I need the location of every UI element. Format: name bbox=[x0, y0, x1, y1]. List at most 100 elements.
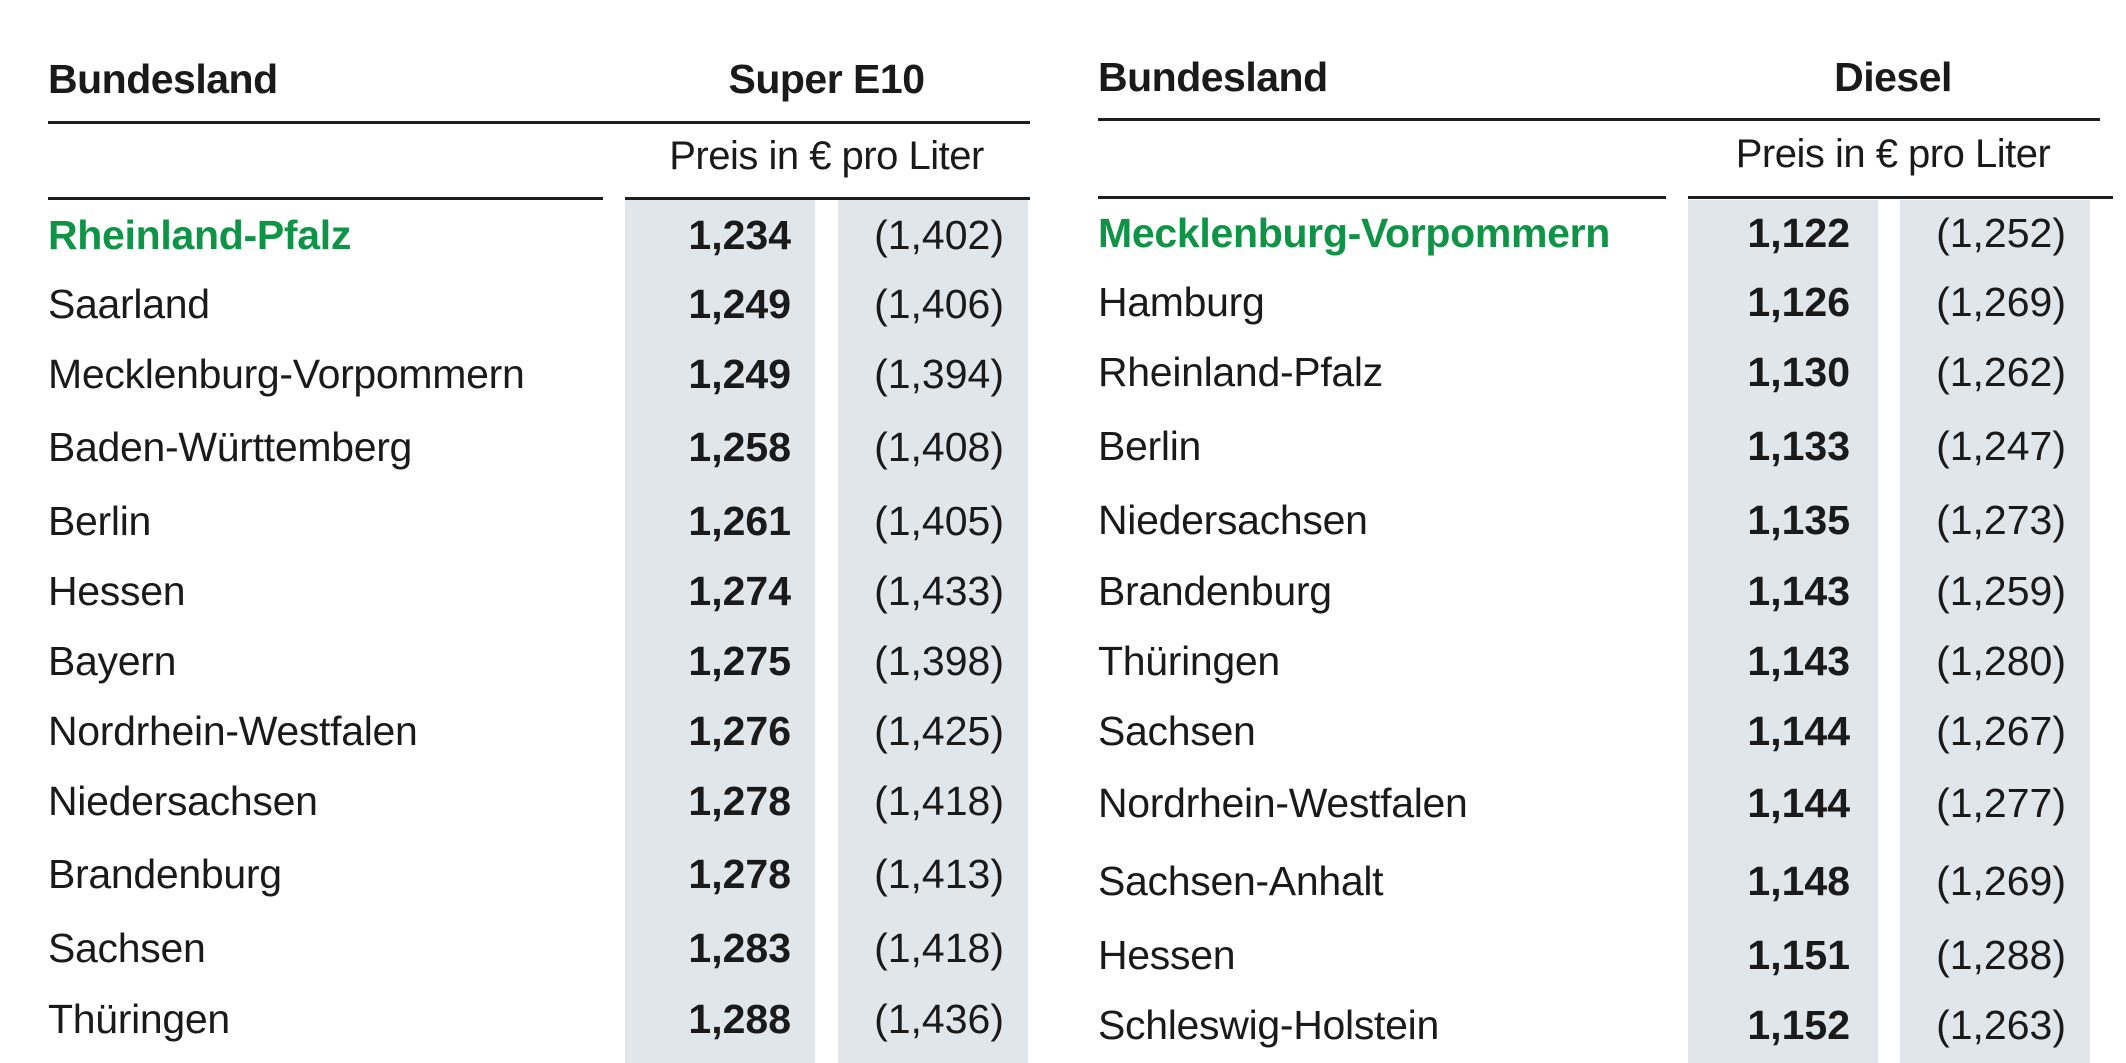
row-price: 1,261 bbox=[688, 498, 791, 544]
row-previous-price: (1,402) bbox=[874, 212, 1004, 258]
table-row: Nordrhein-Westfalen 1,144 (1,277) bbox=[1098, 773, 2126, 833]
table-row: Nordrhein-Westfalen 1,276 (1,425) bbox=[48, 701, 1038, 761]
row-bundesland: Baden-Württemberg bbox=[48, 424, 413, 470]
header-divider bbox=[48, 121, 1030, 124]
column-subheader-unit: Preis in € pro Liter bbox=[1735, 132, 2051, 176]
table-row: Sachsen-Anhalt 1,148 (1,269) bbox=[1098, 851, 2126, 911]
table-row: Thüringen 1,143 (1,280) bbox=[1098, 631, 2126, 691]
row-previous-price: (1,247) bbox=[1936, 423, 2066, 469]
table-row: Rheinland-Pfalz 1,234 (1,402) bbox=[48, 205, 1038, 265]
row-price: 1,275 bbox=[688, 638, 791, 684]
row-bundesland: Saarland bbox=[48, 281, 210, 327]
row-previous-price: (1,288) bbox=[1936, 932, 2066, 978]
row-bundesland: Niedersachsen bbox=[1098, 497, 1368, 543]
row-bundesland: Niedersachsen bbox=[48, 778, 318, 824]
row-previous-price: (1,273) bbox=[1936, 497, 2066, 543]
row-price: 1,144 bbox=[1747, 780, 1850, 826]
row-previous-price: (1,280) bbox=[1936, 638, 2066, 684]
row-bundesland: Mecklenburg-Vorpommern bbox=[48, 351, 525, 397]
table-row: Berlin 1,261 (1,405) bbox=[48, 491, 1038, 551]
row-bundesland: Brandenburg bbox=[1098, 568, 1332, 614]
row-previous-price: (1,263) bbox=[1936, 1002, 2066, 1048]
row-price: 1,249 bbox=[688, 351, 791, 397]
table-row: Bayern 1,275 (1,398) bbox=[48, 631, 1038, 691]
row-bundesland: Sachsen bbox=[1098, 708, 1256, 754]
row-price: 1,143 bbox=[1747, 638, 1850, 684]
subheader-divider-right bbox=[1688, 196, 2113, 199]
row-previous-price: (1,398) bbox=[874, 638, 1004, 684]
column-subheader-unit: Preis in € pro Liter bbox=[669, 134, 984, 178]
table-row: Niedersachsen 1,135 (1,273) bbox=[1098, 490, 2126, 550]
row-previous-price: (1,433) bbox=[874, 568, 1004, 614]
table-row: Rheinland-Pfalz 1,130 (1,262) bbox=[1098, 342, 2126, 402]
row-bundesland: Rheinland-Pfalz bbox=[1098, 349, 1383, 395]
row-bundesland: Hessen bbox=[48, 568, 186, 614]
row-previous-price: (1,425) bbox=[874, 708, 1004, 754]
row-price: 1,249 bbox=[688, 281, 791, 327]
row-price: 1,122 bbox=[1747, 210, 1850, 256]
row-price: 1,288 bbox=[688, 996, 791, 1042]
table-row: Baden-Württemberg 1,258 (1,408) bbox=[48, 417, 1038, 477]
table-row: Berlin 1,133 (1,247) bbox=[1098, 416, 2126, 476]
row-price: 1,148 bbox=[1747, 858, 1850, 904]
subheader-divider-left bbox=[48, 197, 603, 200]
row-previous-price: (1,394) bbox=[874, 351, 1004, 397]
price-column-shade bbox=[1688, 200, 1878, 1063]
row-previous-price: (1,269) bbox=[1936, 858, 2066, 904]
row-previous-price: (1,413) bbox=[874, 851, 1004, 897]
row-bundesland: Hamburg bbox=[1098, 279, 1265, 325]
row-bundesland: Brandenburg bbox=[48, 851, 282, 897]
row-price: 1,130 bbox=[1747, 349, 1850, 395]
row-previous-price: (1,259) bbox=[1936, 568, 2066, 614]
row-previous-price: (1,405) bbox=[874, 498, 1004, 544]
table-row: Sachsen 1,144 (1,267) bbox=[1098, 701, 2126, 761]
table-row: Hessen 1,151 (1,288) bbox=[1098, 925, 2126, 985]
row-price: 1,278 bbox=[688, 851, 791, 897]
row-price: 1,144 bbox=[1747, 708, 1850, 754]
row-bundesland: Sachsen bbox=[48, 925, 206, 971]
row-previous-price: (1,406) bbox=[874, 281, 1004, 327]
column-header-bundesland: Bundesland bbox=[48, 56, 278, 102]
row-price: 1,133 bbox=[1747, 423, 1850, 469]
table-row: Thüringen 1,288 (1,436) bbox=[48, 989, 1038, 1049]
row-price: 1,274 bbox=[688, 568, 791, 614]
column-header-fuel: Super E10 bbox=[728, 56, 925, 102]
previous-price-column-shade bbox=[1900, 200, 2090, 1063]
row-price: 1,152 bbox=[1747, 1002, 1850, 1048]
row-previous-price: (1,252) bbox=[1936, 210, 2066, 256]
row-bundesland: Nordrhein-Westfalen bbox=[48, 708, 418, 754]
row-price: 1,151 bbox=[1747, 932, 1850, 978]
row-previous-price: (1,277) bbox=[1936, 780, 2066, 826]
row-price: 1,283 bbox=[688, 925, 791, 971]
row-bundesland: Mecklenburg-Vorpommern bbox=[1098, 210, 1611, 256]
price-column-shade bbox=[625, 200, 815, 1063]
row-bundesland: Berlin bbox=[48, 498, 152, 544]
table-super-e10: Bundesland Super E10 Preis in € pro Lite… bbox=[48, 0, 1038, 1063]
row-previous-price: (1,269) bbox=[1936, 279, 2066, 325]
row-bundesland: Thüringen bbox=[48, 996, 230, 1042]
row-previous-price: (1,408) bbox=[874, 424, 1004, 470]
row-previous-price: (1,418) bbox=[874, 925, 1004, 971]
table-row: Hessen 1,274 (1,433) bbox=[48, 561, 1038, 621]
row-bundesland: Thüringen bbox=[1098, 638, 1280, 684]
row-price: 1,126 bbox=[1747, 279, 1850, 325]
row-bundesland: Hessen bbox=[1098, 932, 1236, 978]
row-price: 1,135 bbox=[1747, 497, 1850, 543]
column-header-bundesland: Bundesland bbox=[1098, 54, 1328, 100]
row-bundesland: Nordrhein-Westfalen bbox=[1098, 780, 1468, 826]
row-previous-price: (1,262) bbox=[1936, 349, 2066, 395]
table-row: Mecklenburg-Vorpommern 1,122 (1,252) bbox=[1098, 203, 2126, 263]
table-row: Hamburg 1,126 (1,269) bbox=[1098, 272, 2126, 332]
row-price: 1,276 bbox=[688, 708, 791, 754]
column-header-fuel: Diesel bbox=[1834, 54, 1952, 100]
row-previous-price: (1,436) bbox=[874, 996, 1004, 1042]
row-bundesland: Sachsen-Anhalt bbox=[1098, 858, 1384, 904]
table-row: Mecklenburg-Vorpommern 1,249 (1,394) bbox=[48, 344, 1038, 404]
row-bundesland: Berlin bbox=[1098, 423, 1202, 469]
previous-price-column-shade bbox=[838, 200, 1028, 1063]
table-row: Saarland 1,249 (1,406) bbox=[48, 274, 1038, 334]
header-divider bbox=[1098, 118, 2100, 121]
row-price: 1,258 bbox=[688, 424, 791, 470]
row-price: 1,234 bbox=[688, 212, 791, 258]
table-row: Niedersachsen 1,278 (1,418) bbox=[48, 771, 1038, 831]
